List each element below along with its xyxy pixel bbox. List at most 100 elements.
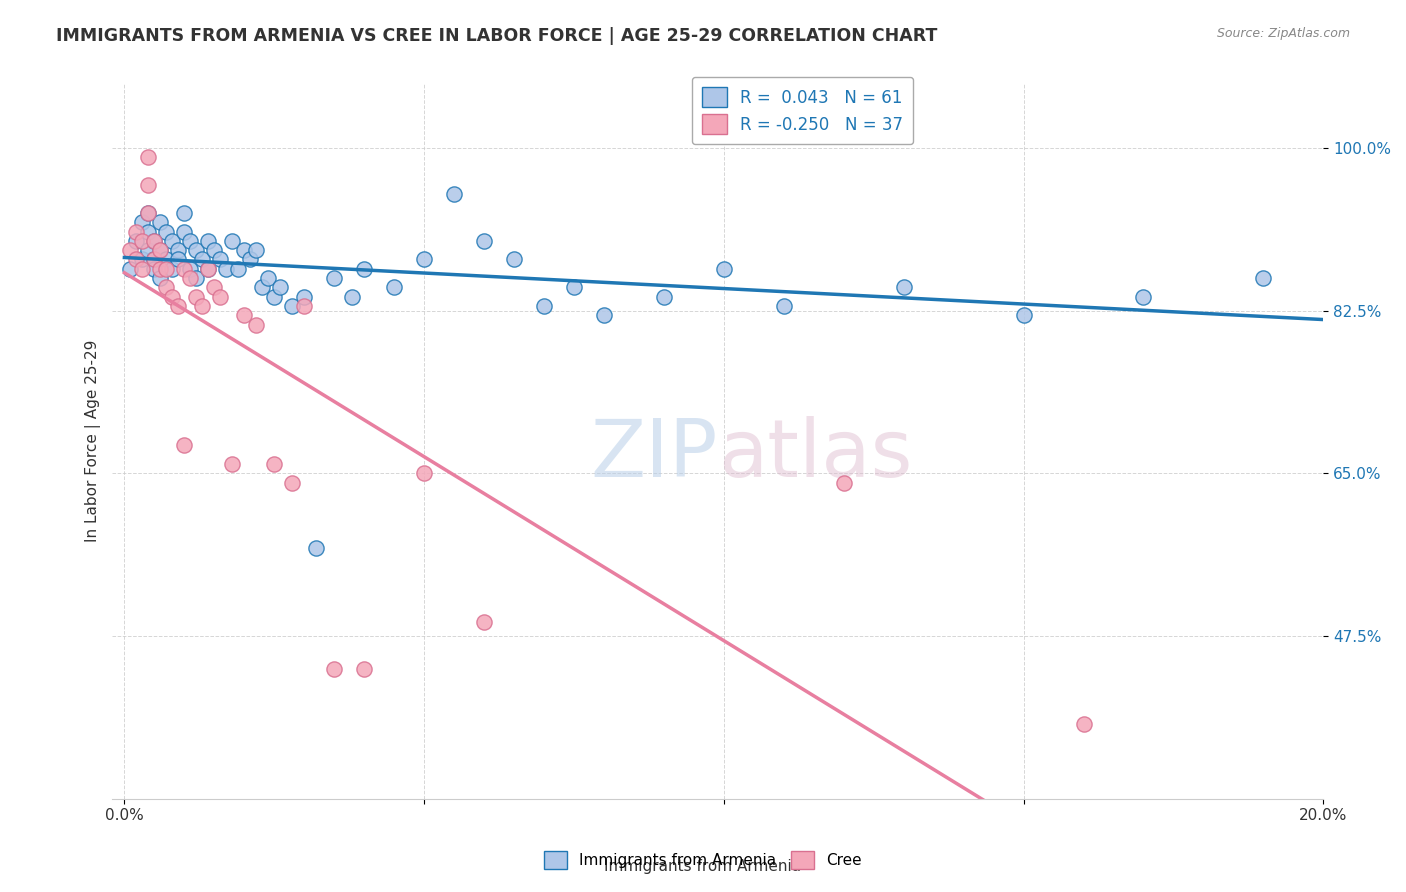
- Point: [167, 252, 190, 267]
- Point: [155, 280, 177, 294]
- Point: [179, 261, 201, 276]
- Point: [202, 243, 225, 257]
- Point: [772, 299, 794, 313]
- Point: [1132, 290, 1154, 304]
- Point: [472, 234, 495, 248]
- Point: [125, 252, 148, 267]
- Y-axis label: In Labor Force | Age 25-29: In Labor Force | Age 25-29: [86, 340, 101, 542]
- Point: [233, 308, 256, 322]
- Point: [143, 252, 166, 267]
- Point: [652, 290, 675, 304]
- Point: [155, 225, 177, 239]
- Point: [202, 280, 225, 294]
- Text: Immigrants from Armenia: Immigrants from Armenia: [605, 859, 801, 874]
- Point: [125, 225, 148, 239]
- Point: [281, 475, 304, 490]
- Point: [131, 252, 153, 267]
- Point: [1253, 271, 1275, 285]
- Point: [221, 457, 243, 471]
- Point: [191, 252, 214, 267]
- Point: [533, 299, 555, 313]
- Point: [472, 615, 495, 629]
- Point: [179, 234, 201, 248]
- Point: [143, 252, 166, 267]
- Point: [149, 271, 172, 285]
- Point: [149, 215, 172, 229]
- Point: [186, 290, 208, 304]
- Point: [832, 475, 855, 490]
- Point: [245, 318, 267, 332]
- Point: [413, 467, 436, 481]
- Point: [323, 271, 346, 285]
- Point: [209, 252, 232, 267]
- Point: [593, 838, 616, 853]
- Point: [353, 662, 375, 676]
- Point: [125, 234, 148, 248]
- Point: [562, 280, 585, 294]
- Point: [162, 290, 184, 304]
- Point: [340, 290, 363, 304]
- Point: [138, 150, 160, 164]
- Text: Source: ZipAtlas.com: Source: ZipAtlas.com: [1216, 27, 1350, 40]
- Point: [131, 261, 153, 276]
- Point: [263, 290, 285, 304]
- Point: [173, 225, 195, 239]
- Point: [138, 178, 160, 193]
- Point: [226, 261, 249, 276]
- Text: IMMIGRANTS FROM ARMENIA VS CREE IN LABOR FORCE | AGE 25-29 CORRELATION CHART: IMMIGRANTS FROM ARMENIA VS CREE IN LABOR…: [56, 27, 938, 45]
- Point: [233, 243, 256, 257]
- Point: [893, 280, 915, 294]
- Legend: Immigrants from Armenia, Cree: Immigrants from Armenia, Cree: [537, 845, 869, 875]
- Point: [292, 299, 315, 313]
- Point: [120, 243, 142, 257]
- Point: [245, 243, 267, 257]
- Point: [149, 243, 172, 257]
- Point: [215, 261, 238, 276]
- Point: [186, 271, 208, 285]
- Point: [138, 206, 160, 220]
- Point: [382, 280, 405, 294]
- Point: [179, 271, 201, 285]
- Point: [155, 261, 177, 276]
- Point: [131, 215, 153, 229]
- Point: [305, 541, 328, 555]
- Point: [149, 261, 172, 276]
- Point: [221, 234, 243, 248]
- Point: [131, 234, 153, 248]
- Point: [173, 261, 195, 276]
- Point: [413, 252, 436, 267]
- Point: [323, 662, 346, 676]
- Point: [167, 243, 190, 257]
- Point: [155, 252, 177, 267]
- Point: [149, 243, 172, 257]
- Point: [173, 206, 195, 220]
- Point: [292, 290, 315, 304]
- Point: [713, 261, 735, 276]
- Point: [143, 234, 166, 248]
- Point: [143, 261, 166, 276]
- Point: [162, 234, 184, 248]
- Point: [197, 261, 219, 276]
- Point: [593, 308, 616, 322]
- Point: [1012, 308, 1035, 322]
- Point: [257, 271, 280, 285]
- Point: [353, 261, 375, 276]
- Point: [252, 280, 274, 294]
- Point: [143, 234, 166, 248]
- Point: [167, 299, 190, 313]
- Text: ZIP: ZIP: [591, 417, 718, 494]
- Point: [209, 290, 232, 304]
- Point: [138, 206, 160, 220]
- Legend: R =  0.043   N = 61, R = -0.250   N = 37: R = 0.043 N = 61, R = -0.250 N = 37: [692, 77, 914, 145]
- Point: [138, 243, 160, 257]
- Point: [197, 261, 219, 276]
- Point: [186, 243, 208, 257]
- Point: [120, 261, 142, 276]
- Point: [503, 252, 526, 267]
- Point: [1073, 717, 1095, 731]
- Point: [443, 187, 465, 202]
- Point: [191, 299, 214, 313]
- Point: [281, 299, 304, 313]
- Point: [239, 252, 262, 267]
- Point: [263, 457, 285, 471]
